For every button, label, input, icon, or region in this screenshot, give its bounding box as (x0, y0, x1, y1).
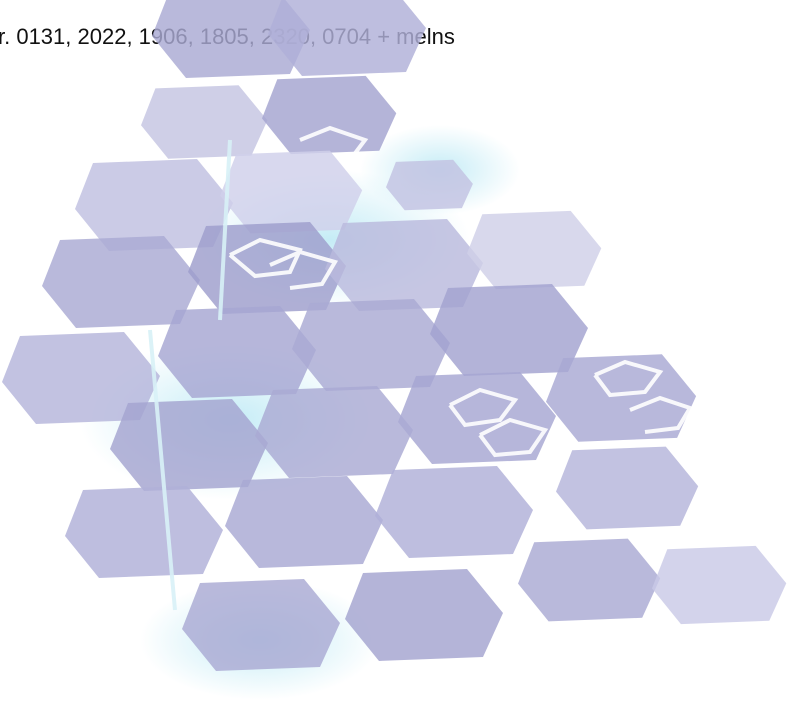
hexagon (556, 447, 698, 530)
hexagon (141, 85, 267, 159)
hexagon (158, 306, 316, 398)
hexagon (65, 486, 223, 578)
hexagon (518, 539, 660, 622)
hexagon (467, 211, 601, 289)
scene: r. 0131, 2022, 1906, 1805, 2320, 0704 + … (0, 0, 795, 715)
hexagon (220, 151, 362, 234)
hexagon (345, 569, 503, 661)
page: {"caption": "r. 0131, 2022, 1906, 1805, … (0, 0, 795, 715)
hexagon (652, 546, 786, 624)
hexagon (255, 386, 413, 478)
hexagon-layer (2, 0, 786, 671)
hexagon (225, 476, 383, 568)
hexagon (375, 466, 533, 558)
hexagon (262, 76, 396, 154)
